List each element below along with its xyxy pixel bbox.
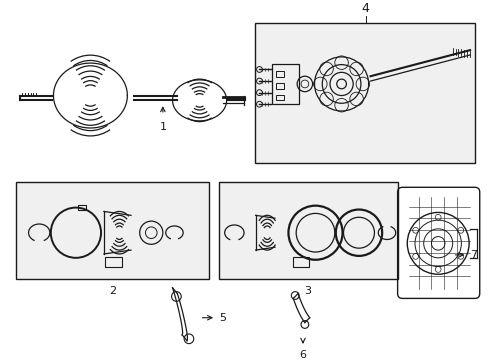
Text: 3: 3 bbox=[304, 286, 311, 296]
Bar bbox=[275, 95, 283, 100]
Bar bbox=[275, 83, 283, 89]
Bar bbox=[78, 205, 85, 210]
Bar bbox=[275, 71, 283, 77]
Text: 2: 2 bbox=[109, 286, 116, 296]
Text: 7: 7 bbox=[469, 250, 476, 260]
Bar bbox=[254, 23, 474, 163]
Text: 4: 4 bbox=[361, 3, 369, 15]
Bar bbox=[105, 257, 122, 266]
Bar bbox=[271, 64, 299, 104]
Bar bbox=[219, 183, 397, 279]
Text: 5: 5 bbox=[219, 313, 225, 323]
Text: 1: 1 bbox=[159, 122, 166, 132]
Text: 6: 6 bbox=[299, 350, 306, 360]
Bar bbox=[293, 257, 308, 266]
Bar bbox=[16, 183, 209, 279]
